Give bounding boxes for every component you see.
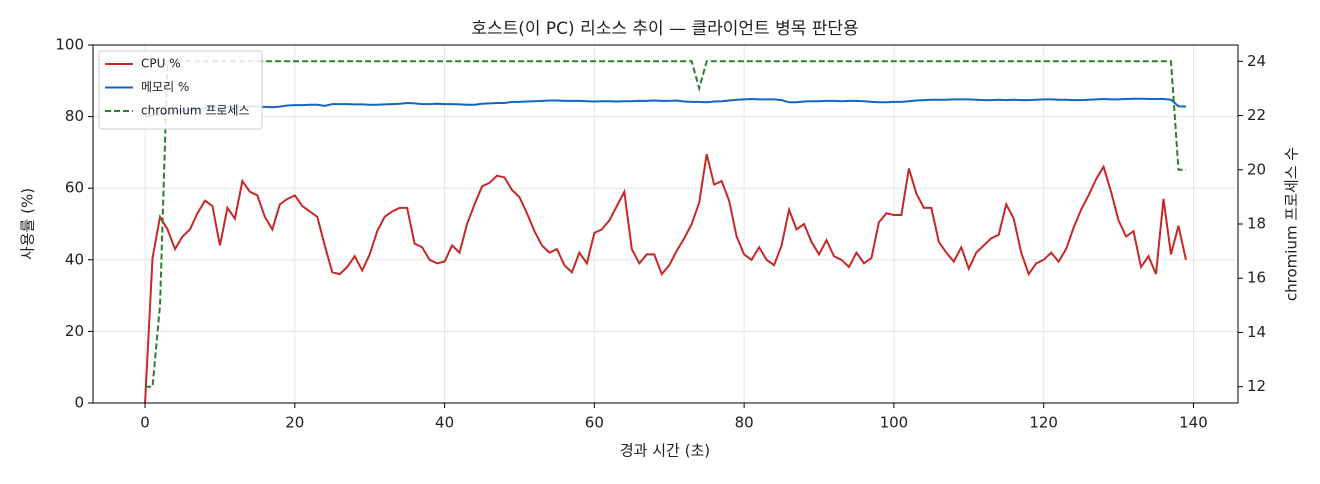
y-axis-label: 사용률 (%) [19,188,37,260]
y-tick-label: 80 [65,107,84,125]
y-tick-label: 0 [74,394,84,412]
data-line [144,153,1187,404]
x-tick-label: 100 [880,414,909,432]
y2-tick-label: 20 [1247,160,1266,178]
x-tick-label: 20 [285,414,304,432]
y2-tick-label: 24 [1247,52,1266,70]
data-line [145,60,1186,388]
x-tick-label: 0 [140,414,150,432]
y2-tick-label: 22 [1247,106,1266,124]
y-tick-label: 60 [65,179,84,197]
x-tick-label: 60 [585,414,604,432]
data-line [144,97,1186,118]
y2-axis-label: chromium 프로세스 수 [1283,147,1301,301]
x-tick-label: 140 [1179,414,1208,432]
x-tick-label: 40 [435,414,454,432]
y-tick-label: 20 [65,322,84,340]
legend-label: chromium 프로세스 [141,104,250,118]
x-axis-label: 경과 시간 (초) [620,442,710,460]
legend-box [98,50,263,130]
legend-label: 메모리 % [141,80,189,94]
y-tick-label: 40 [65,250,84,268]
y2-tick-label: 14 [1247,323,1266,341]
chart-title: 호스트(이 PC) 리소스 추이 — 클라이언트 병목 판단용 [471,19,858,39]
plot-frame [92,44,1239,404]
x-tick-label: 120 [1029,414,1058,432]
y2-tick-label: 18 [1247,215,1266,233]
y2-tick-label: 12 [1247,377,1266,395]
legend-label: CPU % [141,57,181,71]
y2-tick-label: 16 [1247,269,1266,287]
y-tick-label: 100 [55,36,84,54]
x-tick-label: 80 [735,414,754,432]
